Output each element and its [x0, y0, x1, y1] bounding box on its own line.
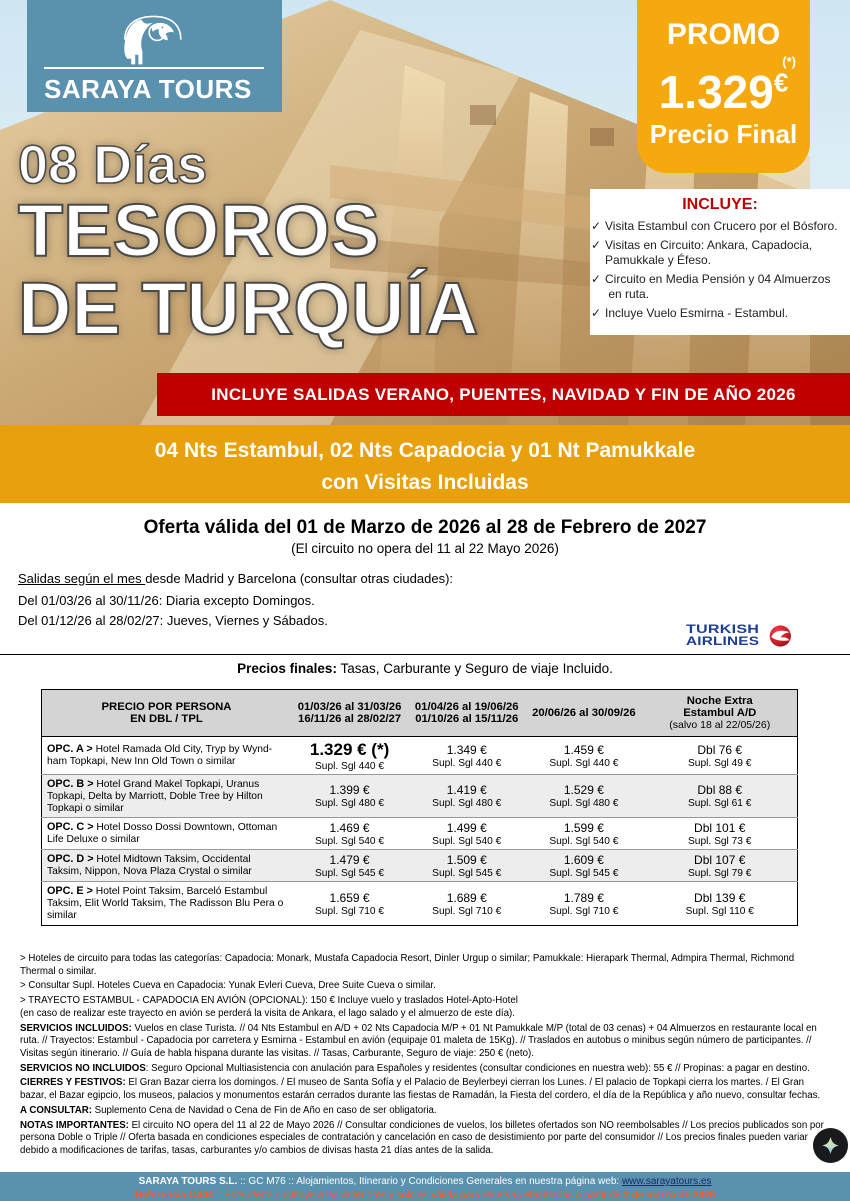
svg-text:AIRLINES: AIRLINES: [686, 634, 759, 648]
